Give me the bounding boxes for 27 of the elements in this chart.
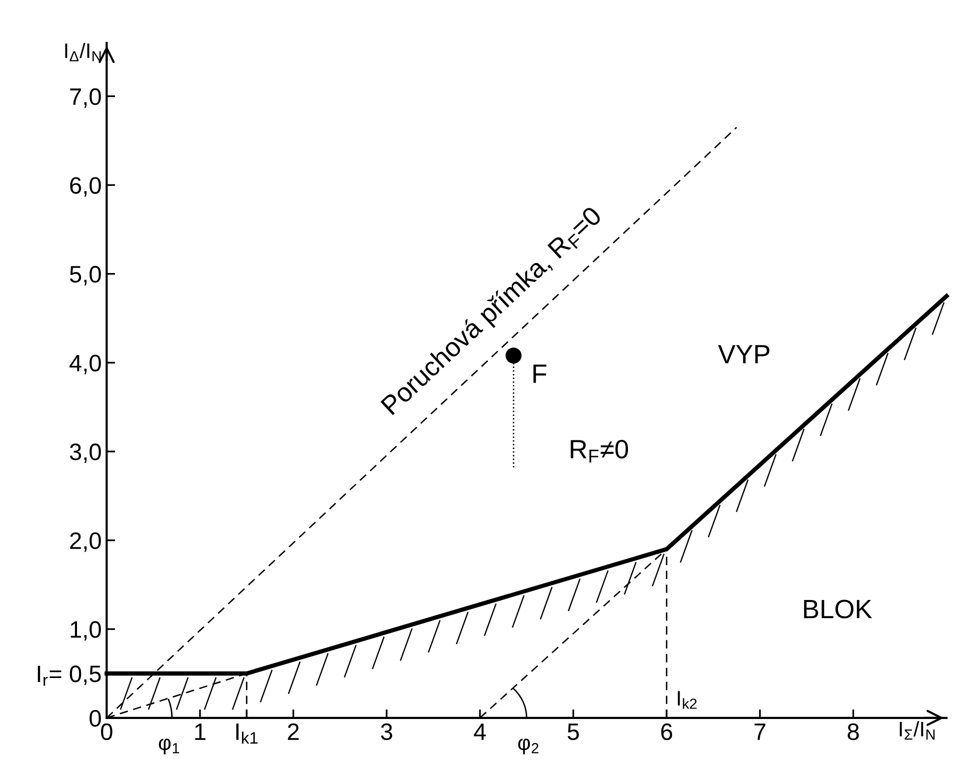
annotation: VYP bbox=[718, 345, 770, 364]
annotation: I$_{k2}$ bbox=[678, 691, 697, 709]
x-tick-label: 0 bbox=[101, 723, 112, 740]
annotation: R$_{F}$≠0 bbox=[570, 440, 628, 462]
x-tick-label: I$_{k1}$ bbox=[236, 724, 258, 744]
x-tick-label: 8 bbox=[848, 723, 859, 740]
x-axis-title: I$_{Σ}$/I$_{N}$ bbox=[900, 721, 935, 740]
y-tick-label: 4,0 bbox=[70, 354, 101, 374]
y-tick-label: 3,0 bbox=[70, 444, 101, 464]
x-tick-label: 6 bbox=[661, 723, 672, 740]
x-tick-label: 5 bbox=[568, 724, 579, 740]
x-tick-label: 2 bbox=[288, 723, 299, 740]
x-tick-label: 7 bbox=[754, 724, 766, 740]
x-tick-label: 4 bbox=[474, 724, 486, 740]
x-tick-label: 1 bbox=[195, 724, 206, 740]
x-tick-label: 3 bbox=[380, 723, 392, 740]
annotation: BLOK bbox=[804, 600, 872, 618]
y-tick-label: 2,0 bbox=[70, 532, 101, 552]
y-tick-label: 7,0 bbox=[70, 88, 101, 108]
y-tick-label: 6,0 bbox=[70, 177, 101, 197]
y-tick-label: 0 bbox=[90, 710, 101, 727]
y-tick-label: 5,0 bbox=[70, 266, 101, 286]
annotation: F bbox=[533, 364, 546, 383]
y-tick-label: 1,0 bbox=[70, 621, 101, 641]
text: φ$_{1}$ bbox=[158, 738, 180, 754]
y-tick-label: I$_{r}$= 0,5 bbox=[38, 666, 101, 686]
annotation: φ$_{2}$ bbox=[518, 738, 538, 754]
